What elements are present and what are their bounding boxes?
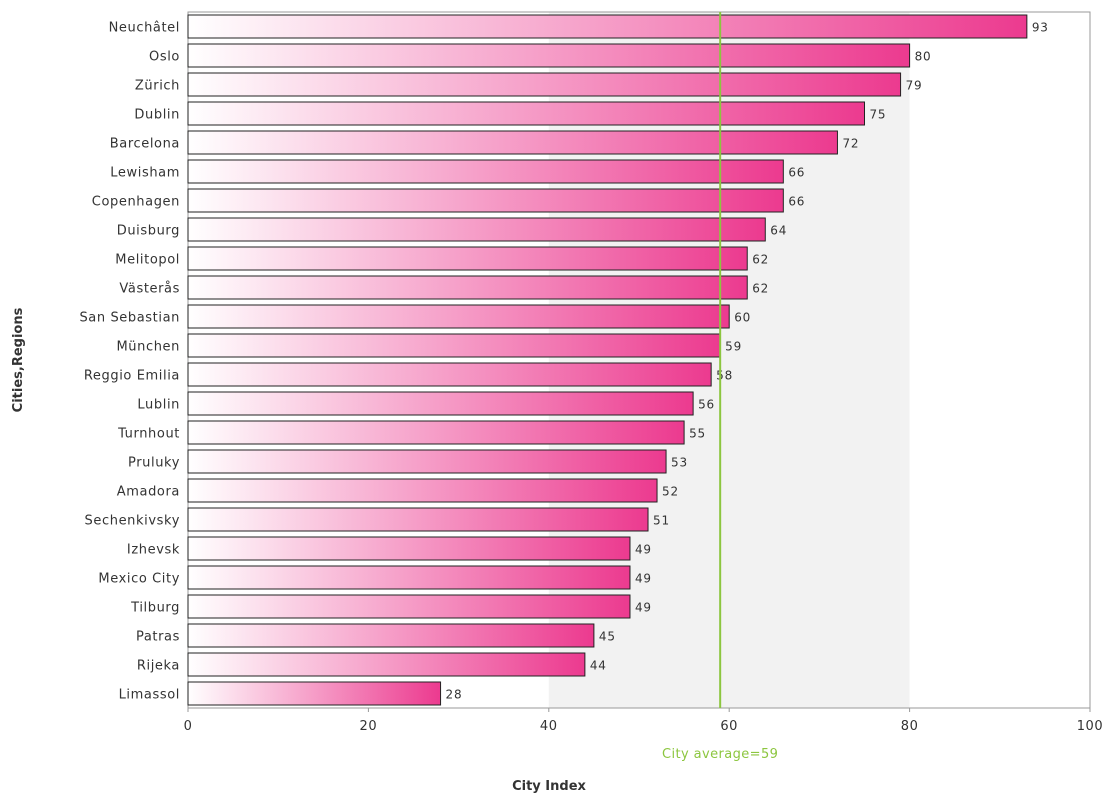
bar [187,72,902,97]
value-label: 60 [734,311,751,325]
category-label: Izhevsk [127,543,180,558]
category-label: Amadora [117,485,180,500]
category-label: Zürich [135,79,180,94]
category-label: München [116,340,180,355]
category-label: Västerås [119,282,180,297]
y-axis-title: Cities,Regions [11,307,26,412]
category-label: Melitopol [115,253,180,268]
category-label: Lublin [137,398,180,413]
value-label: 64 [770,224,787,238]
category-label: Mexico City [98,572,180,587]
bar [187,449,667,474]
bar [187,420,685,445]
x-tick-label: 60 [720,719,738,734]
category-label: Pruluky [128,456,180,471]
bar [187,623,595,648]
bar [187,565,631,590]
value-label: 66 [788,195,805,209]
bar [187,507,649,532]
value-label: 53 [671,456,688,470]
bar [187,217,766,242]
category-label: San Sebastian [79,311,180,326]
x-tick-label: 100 [1077,719,1104,734]
bar [187,159,784,184]
category-label: Barcelona [110,137,180,152]
plot-area [187,11,1091,709]
value-label: 59 [725,340,742,354]
value-label: 93 [1032,21,1049,35]
category-label: Dublin [134,108,180,123]
category-label: Copenhagen [92,195,180,210]
value-label: 79 [906,79,923,93]
category-label: Neuchâtel [109,21,180,36]
value-label: 45 [599,630,616,644]
x-tick-label: 40 [540,719,558,734]
value-label: 75 [870,108,887,122]
category-label: Patras [136,630,180,645]
category-label: Limassol [119,688,180,703]
value-label: 44 [590,659,607,673]
bar [187,362,712,387]
x-tick-label: 80 [901,719,919,734]
average-label: City average=59 [662,747,778,762]
bar [187,333,721,358]
bar [187,536,631,561]
bar [187,478,658,503]
value-label: 58 [716,369,733,383]
x-tick-label: 0 [184,719,193,734]
bar [187,681,442,706]
value-label: 80 [915,50,932,64]
value-label: 51 [653,514,670,528]
value-label: 62 [752,282,769,296]
value-label: 56 [698,398,715,412]
value-label: 62 [752,253,769,267]
category-label: Sechenkivsky [85,514,180,529]
bar [187,101,865,126]
value-label: 55 [689,427,706,441]
bar [187,275,748,300]
bar [187,594,631,619]
value-label: 28 [446,688,463,702]
bar [187,652,586,677]
value-label: 66 [788,166,805,180]
bar [187,246,748,271]
bar [187,130,838,155]
category-label: Rijeka [137,659,180,674]
bar [187,304,730,329]
category-label: Lewisham [110,166,180,181]
bar [187,14,1028,39]
shaded-band [548,12,910,708]
x-axis-title: City Index [512,779,586,794]
value-label: 49 [635,601,652,615]
category-label: Oslo [149,50,180,65]
category-label: Reggio Emilia [84,369,180,384]
value-label: 52 [662,485,679,499]
category-label: Tilburg [130,601,180,616]
x-tick-label: 20 [360,719,378,734]
value-label: 49 [635,572,652,586]
bar [187,188,784,213]
bar [187,391,694,416]
category-label: Turnhout [117,427,180,442]
category-label: Duisburg [117,224,180,239]
value-label: 72 [842,137,859,151]
bar [187,43,911,68]
value-label: 49 [635,543,652,557]
